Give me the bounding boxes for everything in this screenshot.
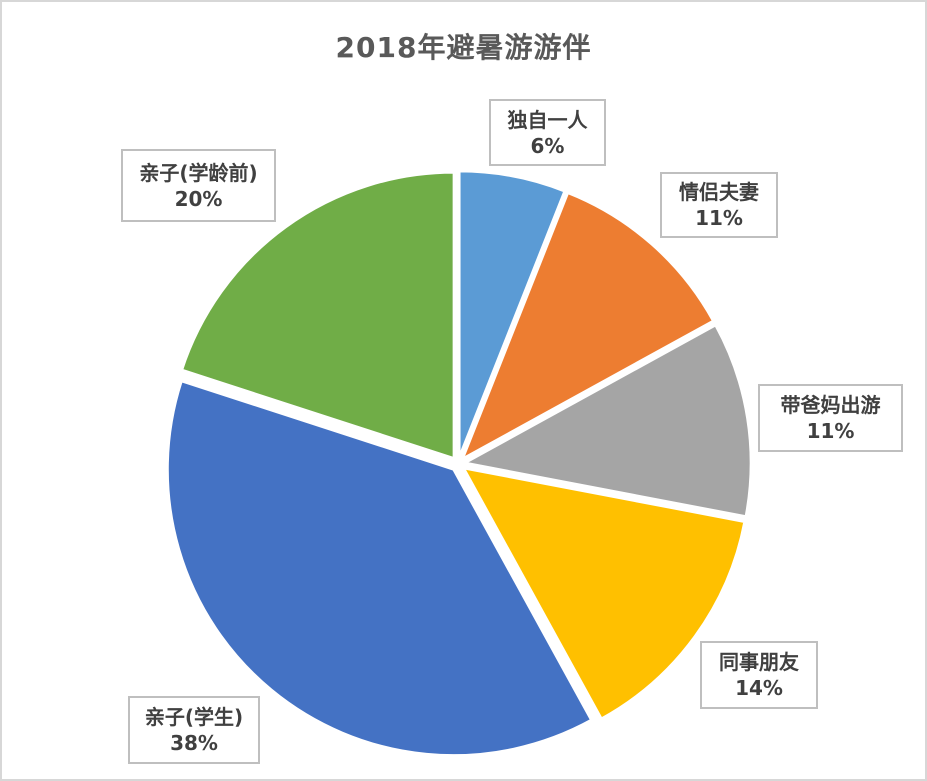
- data-label-category: 亲子(学龄前): [139, 160, 258, 185]
- pie-slice-4: [166, 379, 593, 757]
- pie-slice-2: [463, 323, 753, 518]
- data-label-percent: 20%: [174, 186, 223, 211]
- data-label-box-parent-child-preschool: 亲子(学龄前) 20%: [121, 149, 276, 222]
- pie-slice-0: [458, 169, 566, 459]
- pie-slice-1: [461, 191, 715, 460]
- pie-slice-3: [462, 466, 746, 720]
- data-label-category: 同事朋友: [719, 650, 799, 674]
- data-label-category: 亲子(学生): [144, 705, 244, 729]
- data-label-box-couple: 情侣夫妻 11%: [660, 172, 778, 238]
- data-label-category: 带爸妈出游: [780, 393, 881, 417]
- data-label-percent: 6%: [530, 133, 565, 158]
- data-label-percent: 11%: [695, 206, 743, 230]
- data-label-percent: 11%: [806, 419, 855, 443]
- data-label-percent: 38%: [170, 731, 218, 755]
- data-label-box-colleagues-friends: 同事朋友 14%: [700, 641, 818, 709]
- data-label-category: 独自一人: [507, 107, 588, 132]
- data-label-category: 情侣夫妻: [679, 180, 759, 204]
- data-label-box-parent-child-student: 亲子(学生) 38%: [128, 696, 260, 764]
- chart-title: 2018年避暑游游伴: [335, 31, 592, 64]
- data-label-percent: 14%: [735, 676, 783, 700]
- data-label-box-solo: 独自一人 6%: [489, 99, 606, 166]
- data-label-box-with-parents: 带爸妈出游 11%: [758, 384, 903, 452]
- pie-slice-5: [180, 171, 456, 460]
